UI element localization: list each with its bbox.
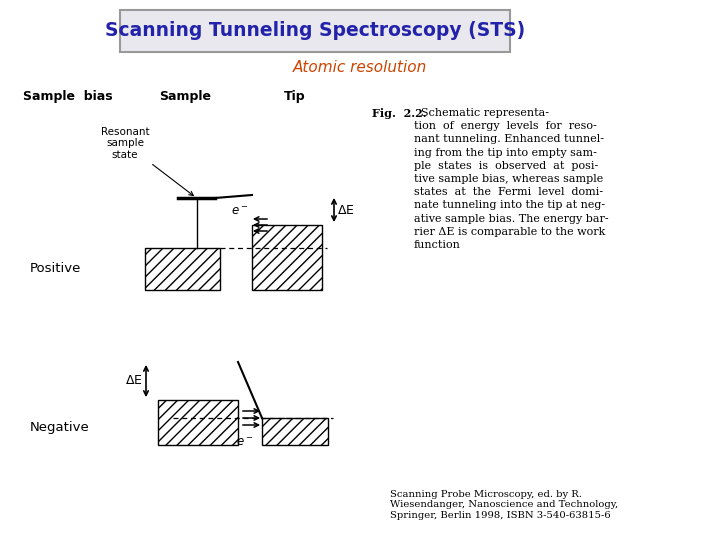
Bar	[158, 400, 238, 445]
Text: $\Delta$E: $\Delta$E	[337, 204, 355, 217]
Text: Schematic representa-
tion  of  energy  levels  for  reso-
nant tunneling. Enhan: Schematic representa- tion of energy lev…	[414, 108, 608, 250]
Text: Negative: Negative	[30, 421, 90, 434]
Text: Positive: Positive	[30, 262, 81, 275]
Bar	[252, 225, 322, 290]
Bar	[145, 248, 220, 290]
Text: $e^-$: $e^-$	[236, 436, 253, 449]
Text: Scanning Probe Microscopy, ed. by R.
Wiesendanger, Nanoscience and Technology,
S: Scanning Probe Microscopy, ed. by R. Wie…	[390, 490, 618, 520]
Text: Fig.  2.2.: Fig. 2.2.	[372, 108, 427, 119]
Text: Sample  bias: Sample bias	[23, 90, 113, 103]
Text: $\Delta$E: $\Delta$E	[125, 375, 143, 388]
Text: Resonant
sample
state: Resonant sample state	[101, 127, 193, 195]
Text: $e^-$: $e^-$	[230, 205, 248, 218]
Text: Tip: Tip	[284, 90, 306, 103]
Text: Scanning Tunneling Spectroscopy (STS): Scanning Tunneling Spectroscopy (STS)	[105, 22, 525, 40]
Text: Sample: Sample	[159, 90, 211, 103]
Text: Atomic resolution: Atomic resolution	[293, 60, 427, 75]
Bar	[120, 10, 510, 52]
Bar	[262, 418, 328, 445]
